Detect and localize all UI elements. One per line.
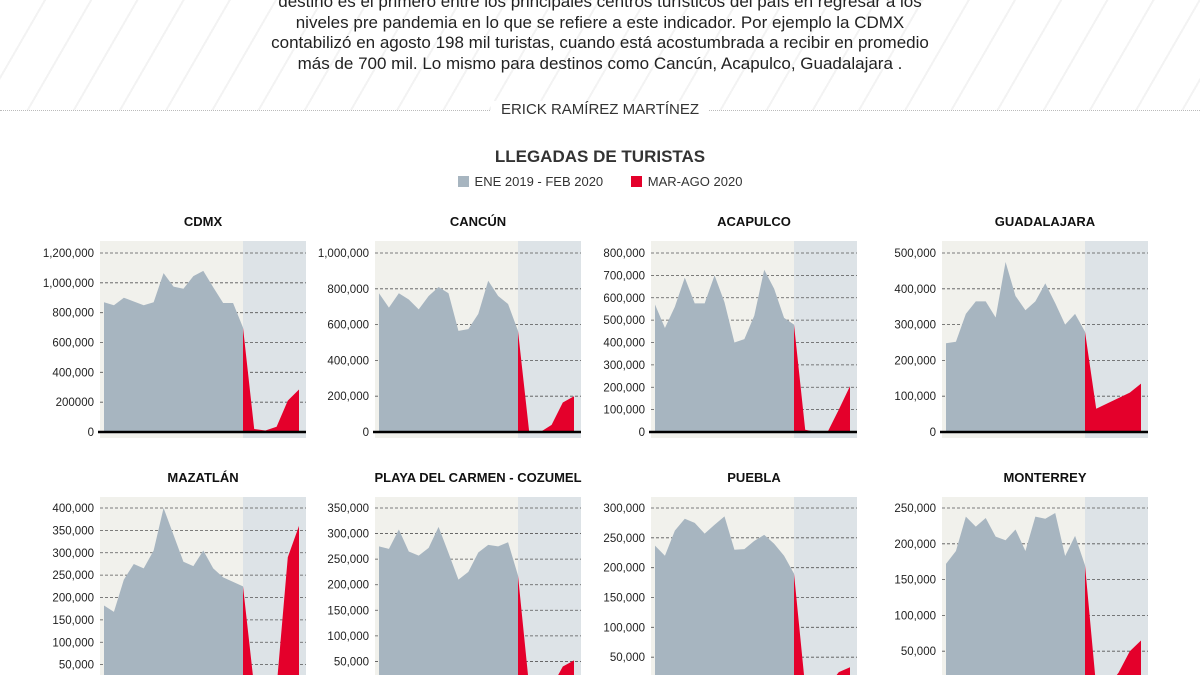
y-tick-label: 300,000	[603, 503, 645, 515]
y-tick-label: 400,000	[894, 284, 936, 296]
y-tick-label: 150,000	[52, 615, 94, 627]
y-tick-label: 250,000	[327, 554, 369, 566]
area-series-pre	[104, 508, 243, 675]
chart-title: ACAPULCO	[717, 214, 791, 229]
area-series-pre	[104, 270, 243, 432]
y-tick-label: 100,000	[327, 631, 369, 643]
y-tick-label: 400,000	[52, 503, 94, 515]
chart-title: MAZATLÁN	[167, 470, 238, 485]
area-series-post	[243, 525, 299, 675]
y-tick-label: 350,000	[327, 503, 369, 515]
legend-item-post: MAR-AGO 2020	[630, 174, 743, 189]
intro-line: contabilizó en agosto 198 mil turistas, …	[271, 33, 929, 52]
y-tick-label: 1,200,000	[43, 248, 94, 260]
y-tick-label: 250,000	[52, 570, 94, 582]
y-tick-label: 200,000	[603, 563, 645, 575]
y-tick-label: 0	[930, 427, 936, 439]
legend: ENE 2019 - FEB 2020 MAR-AGO 2020	[0, 174, 1200, 189]
y-tick-label: 200,000	[327, 391, 369, 403]
y-tick-label: 300,000	[52, 548, 94, 560]
area-series-pre	[379, 526, 518, 675]
y-tick-label: 200,000	[894, 355, 936, 367]
legend-item-pre: ENE 2019 - FEB 2020	[457, 174, 604, 189]
y-tick-label: 350,000	[52, 525, 94, 537]
intro-line: niveles pre pandemia en lo que se refier…	[295, 12, 905, 32]
y-tick-label: 200,000	[52, 593, 94, 605]
y-tick-label: 300,000	[327, 529, 369, 541]
y-tick-label: 400,000	[52, 367, 94, 379]
legend-label: MAR-AGO 2020	[647, 174, 743, 189]
y-tick-label: 50,000	[610, 652, 645, 664]
area-series-pre	[379, 280, 518, 432]
y-tick-label: 0	[88, 427, 94, 439]
area-series-post	[794, 573, 850, 675]
chart-title: PLAYA DEL CARMEN - COZUMEL	[374, 470, 581, 485]
header-background	[0, 0, 1200, 110]
y-tick-label: 800,000	[603, 248, 645, 260]
chart-title: PUEBLA	[727, 470, 781, 485]
chart-title: MONTERREY	[1003, 470, 1086, 485]
y-tick-label: 400,000	[327, 355, 369, 367]
area-series-post	[518, 575, 574, 675]
y-tick-label: 600,000	[327, 320, 369, 332]
intro-line: más de 700 mil. Lo mismo para destinos c…	[297, 53, 903, 73]
y-tick-label: 400,000	[603, 338, 645, 350]
author-byline: ERICK RAMÍREZ MARTÍNEZ	[0, 101, 1200, 118]
intro-line: destino es el primero entre los principa…	[278, 0, 922, 11]
y-tick-label: 800,000	[52, 308, 94, 320]
y-tick-label: 500,000	[894, 248, 936, 260]
y-tick-label: 150,000	[603, 593, 645, 605]
chart-title: GUADALAJARA	[995, 214, 1096, 229]
legend-swatch-red	[630, 176, 642, 187]
y-tick-label: 200000	[56, 397, 94, 409]
legend-swatch-gray	[457, 176, 469, 187]
area-series-pre	[946, 261, 1085, 432]
y-tick-label: 50,000	[901, 646, 936, 658]
author-name: ERICK RAMÍREZ MARTÍNEZ	[490, 101, 710, 118]
y-tick-label: 100,000	[894, 391, 936, 403]
intro-text: destino es el primero entre los principa…	[200, 0, 1000, 74]
y-tick-label: 100,000	[52, 637, 94, 649]
chart-title: CDMX	[184, 214, 223, 229]
y-tick-label: 100,000	[603, 622, 645, 634]
y-tick-label: 600,000	[603, 293, 645, 305]
area-series-post	[1085, 565, 1141, 675]
y-tick-label: 0	[639, 427, 645, 439]
y-tick-label: 50,000	[334, 656, 369, 668]
y-tick-label: 200,000	[894, 539, 936, 551]
y-tick-label: 250,000	[894, 503, 936, 515]
y-tick-label: 100,000	[603, 405, 645, 417]
area-series-post	[1085, 331, 1141, 432]
area-series-post	[794, 324, 850, 432]
area-series-pre	[655, 516, 794, 675]
y-tick-label: 0	[363, 427, 369, 439]
area-series-post	[518, 330, 574, 432]
legend-label: ENE 2019 - FEB 2020	[474, 174, 604, 189]
y-tick-label: 500,000	[603, 315, 645, 327]
y-tick-label: 200,000	[603, 382, 645, 394]
plot-background-post	[794, 497, 857, 675]
y-tick-label: 700,000	[603, 270, 645, 282]
chart-title: CANCÚN	[450, 214, 506, 229]
y-tick-label: 150,000	[327, 605, 369, 617]
y-tick-label: 150,000	[894, 575, 936, 587]
chart-title: LLEGADAS DE TURISTAS	[494, 147, 706, 166]
y-tick-label: 1,000,000	[318, 248, 369, 260]
y-tick-label: 300,000	[603, 360, 645, 372]
y-tick-label: 100,000	[894, 610, 936, 622]
y-tick-label: 200,000	[327, 580, 369, 592]
y-tick-label: 1,000,000	[43, 278, 94, 290]
y-tick-label: 300,000	[894, 320, 936, 332]
y-tick-label: 50,000	[59, 660, 94, 672]
y-tick-label: 800,000	[327, 284, 369, 296]
area-series-post	[243, 327, 299, 432]
area-series-pre	[655, 269, 794, 432]
y-tick-label: 600,000	[52, 338, 94, 350]
plot-background-post	[518, 497, 581, 675]
y-tick-label: 250,000	[603, 533, 645, 545]
area-series-pre	[946, 513, 1085, 675]
